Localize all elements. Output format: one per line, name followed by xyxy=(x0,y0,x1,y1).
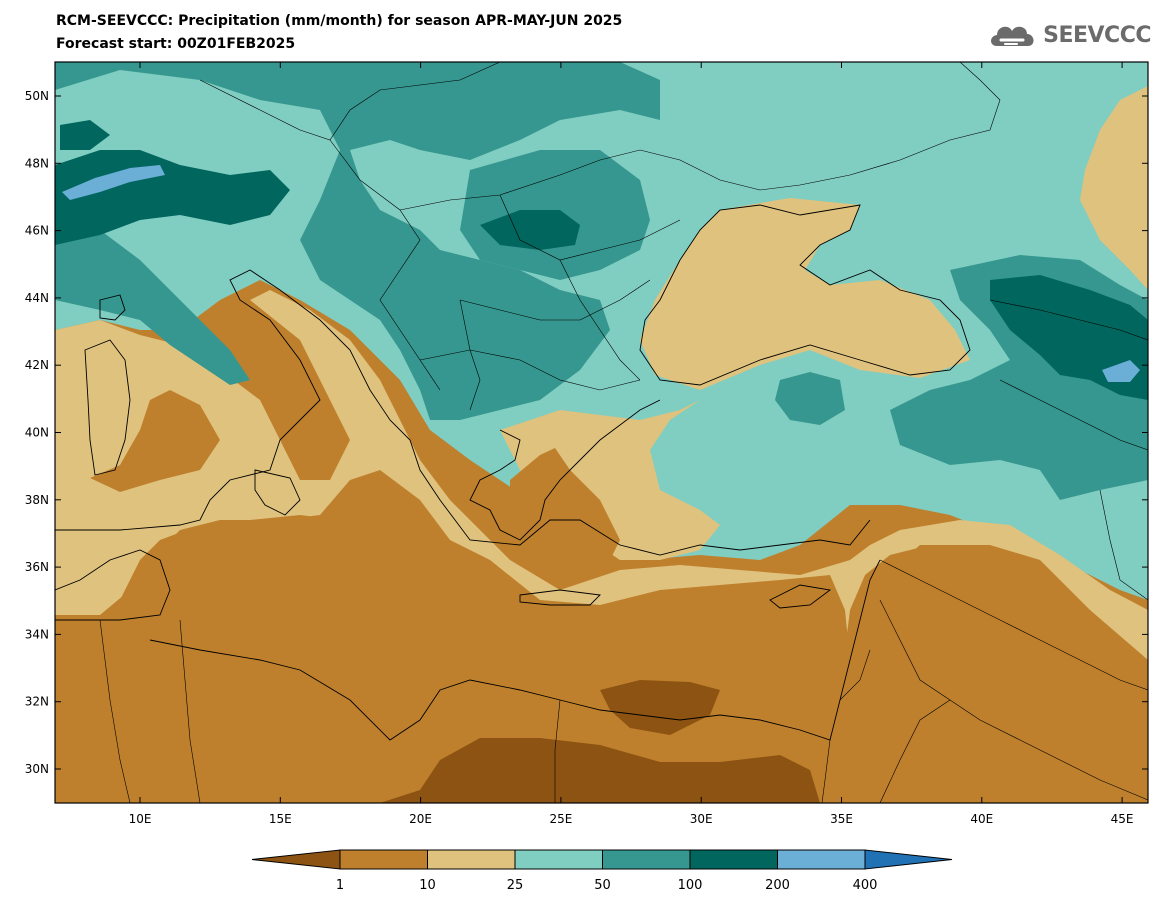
lon-label: 10E xyxy=(129,812,152,826)
field-10-25-ne xyxy=(1080,86,1148,290)
field-100-200-carpathians xyxy=(480,210,580,250)
field-10-25-blacksea xyxy=(640,198,970,390)
colorbar-label: 1 xyxy=(336,878,344,893)
lon-label: 15E xyxy=(269,812,292,826)
colorbar-min-arrow xyxy=(251,849,341,870)
field-50-100-italy xyxy=(55,220,250,385)
borders xyxy=(99,62,1148,803)
cloud-icon xyxy=(991,26,1034,46)
colorbar-label: 400 xyxy=(853,878,878,893)
map-title: RCM-SEEVCCC: Precipitation (mm/month) fo… xyxy=(56,13,623,29)
lat-label: 38N xyxy=(25,493,49,507)
field-10-25-med xyxy=(55,290,1148,660)
colorbar-segment xyxy=(689,849,778,870)
colorbar-label: 10 xyxy=(419,878,436,893)
lat-label: 34N xyxy=(25,627,49,641)
longitude-axis: 10E 15E 20E 25E 30E 35E 40E 45E xyxy=(129,62,1134,826)
colorbar-segment xyxy=(777,849,866,870)
field-50-100-anatolia xyxy=(775,372,845,425)
lat-label: 40N xyxy=(25,426,49,440)
field-50-100-alps xyxy=(55,62,660,420)
colorbar: 1 10 25 50 100 200 400 xyxy=(251,849,953,893)
colorbar-segment xyxy=(339,849,428,870)
field-10-25-aegean xyxy=(500,400,720,560)
lon-label: 40E xyxy=(970,812,993,826)
field-200-400-caucasus xyxy=(1102,360,1140,382)
lat-label: 30N xyxy=(25,762,49,776)
lon-label: 30E xyxy=(690,812,713,826)
lon-label: 45E xyxy=(1111,812,1134,826)
lat-label: 42N xyxy=(25,358,49,372)
colorbar-label: 50 xyxy=(594,878,611,893)
colorbar-max-arrow xyxy=(864,849,953,870)
lat-label: 36N xyxy=(25,560,49,574)
field-200-400-alps xyxy=(62,165,165,200)
field-100-200-west xyxy=(60,120,110,150)
precipitation-fields xyxy=(55,62,1148,803)
colorbar-label: 25 xyxy=(507,878,524,893)
lat-label: 48N xyxy=(25,156,49,170)
lon-label: 20E xyxy=(409,812,432,826)
lat-label: 50N xyxy=(25,89,49,103)
lat-label: 44N xyxy=(25,291,49,305)
field-0-1-sahara xyxy=(380,738,820,803)
field-1-10-south xyxy=(55,470,1148,803)
forecast-start: Forecast start: 00Z01FEB2025 xyxy=(56,36,296,52)
field-0-1-libya xyxy=(600,680,720,735)
colorbar-segment xyxy=(602,849,691,870)
lon-label: 25E xyxy=(549,812,572,826)
colorbar-segment xyxy=(427,849,516,870)
colorbar-segment xyxy=(514,849,603,870)
field-1-10-sardinia xyxy=(90,390,220,492)
lon-label: 35E xyxy=(830,812,853,826)
colorbar-label: 100 xyxy=(678,878,703,893)
lat-label: 32N xyxy=(25,695,49,709)
field-1-10-aegean xyxy=(510,448,620,580)
logo-text: SEEVCCC xyxy=(1043,22,1151,48)
seevccc-logo: SEEVCCC xyxy=(987,20,1151,50)
latitude-axis: 50N 48N 46N 44N 42N 40N 38N 36N 34N 32N 30N xyxy=(25,89,1148,776)
colorbar-label: 200 xyxy=(765,878,790,893)
coastlines xyxy=(55,204,971,741)
lat-label: 46N xyxy=(25,224,49,238)
